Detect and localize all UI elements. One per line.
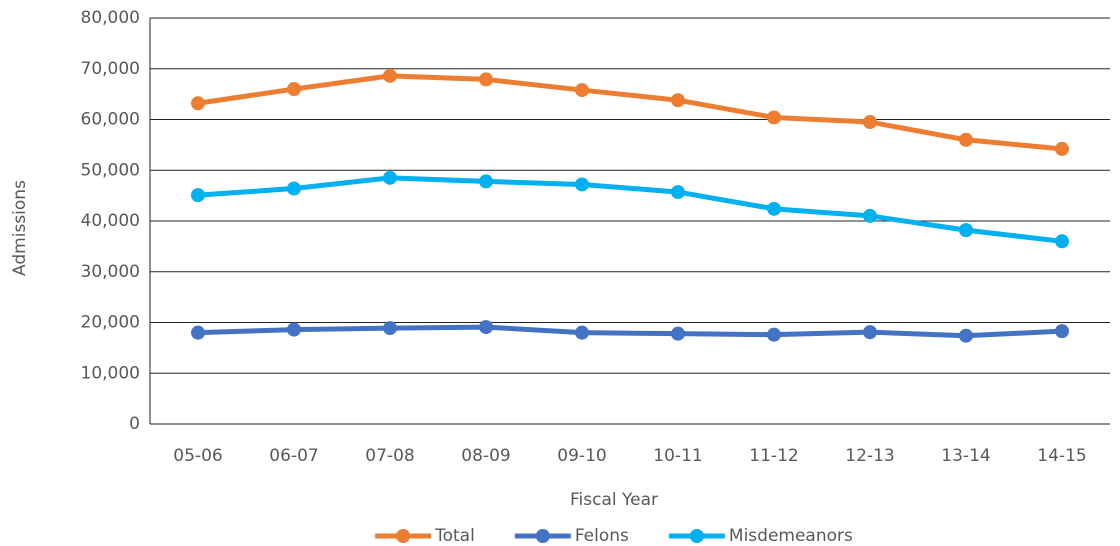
y-tick-label: 70,000 <box>81 59 140 79</box>
data-point <box>959 328 973 343</box>
data-point <box>575 325 589 340</box>
data-point <box>191 188 205 203</box>
data-point <box>863 325 877 340</box>
legend-label: Misdemeanors <box>729 526 853 546</box>
legend-marker <box>535 529 550 543</box>
data-point <box>383 68 397 83</box>
data-point <box>287 82 301 97</box>
data-point <box>479 72 493 87</box>
data-point <box>671 326 685 341</box>
y-tick-label: 0 <box>129 414 140 434</box>
y-tick-label: 40,000 <box>81 211 140 231</box>
data-point <box>1055 324 1069 339</box>
data-point <box>1055 234 1069 249</box>
data-point <box>1055 141 1069 156</box>
y-tick-label: 80,000 <box>81 8 140 28</box>
series-line <box>197 324 1063 339</box>
x-tick-label: 14-15 <box>1037 446 1086 466</box>
y-tick-label: 60,000 <box>81 110 140 130</box>
x-tick-label: 05-06 <box>173 446 222 466</box>
data-point <box>767 110 781 125</box>
data-point <box>479 174 493 189</box>
y-tick-label: 10,000 <box>81 363 140 383</box>
y-tick-label: 30,000 <box>81 262 140 282</box>
x-tick-label: 11-12 <box>749 446 798 466</box>
data-point <box>191 325 205 340</box>
x-tick-label: 08-09 <box>461 446 510 466</box>
data-point <box>575 83 589 98</box>
y-axis-title: Admissions <box>10 180 30 276</box>
data-point <box>767 327 781 342</box>
data-point <box>191 96 205 111</box>
x-axis-title: Fiscal Year <box>570 490 658 510</box>
legend-marker <box>396 529 411 543</box>
data-point <box>479 320 493 335</box>
x-tick-label: 10-11 <box>653 446 702 466</box>
data-point <box>671 93 685 108</box>
data-point <box>863 208 877 223</box>
data-point <box>767 201 781 216</box>
data-point <box>383 321 397 336</box>
x-tick-label: 09-10 <box>557 446 606 466</box>
data-point <box>383 170 397 185</box>
data-point <box>959 132 973 147</box>
y-tick-label: 50,000 <box>81 160 140 180</box>
x-tick-label: 12-13 <box>845 446 894 466</box>
data-point <box>575 177 589 192</box>
data-point <box>287 322 301 337</box>
x-tick-label: 06-07 <box>269 446 318 466</box>
legend-label: Total <box>434 526 475 546</box>
series-line <box>197 175 1063 244</box>
x-tick-label: 13-14 <box>941 446 990 466</box>
data-point <box>959 223 973 238</box>
legend-marker <box>689 529 704 543</box>
y-tick-label: 20,000 <box>81 313 140 333</box>
x-tick-label: 07-08 <box>365 446 414 466</box>
legend-label: Felons <box>575 526 629 546</box>
data-point <box>671 185 685 200</box>
series-line <box>197 73 1063 152</box>
data-point <box>287 181 301 196</box>
data-point <box>863 115 877 130</box>
